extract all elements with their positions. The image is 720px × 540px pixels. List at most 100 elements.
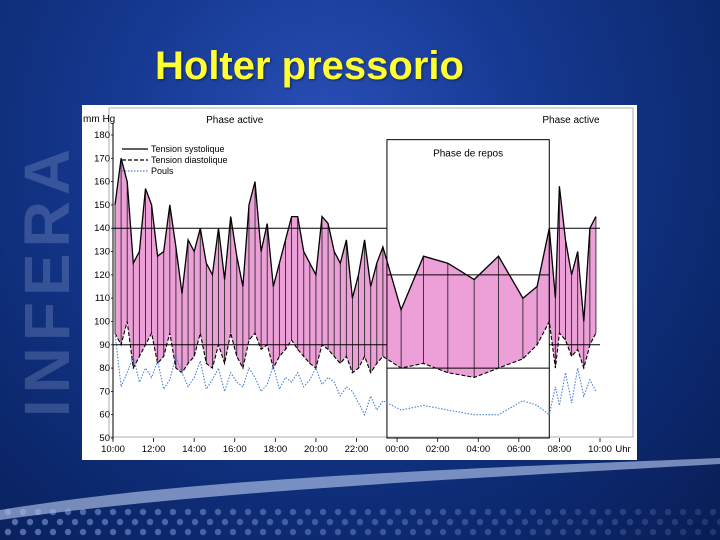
x-tick-label: 18:00 [263,444,287,455]
decorative-dot [409,528,417,536]
decorative-dot [514,528,522,536]
decorative-dot [94,528,102,536]
decorative-dot [41,518,49,526]
decorative-dot [604,508,612,516]
decorative-dot [251,518,259,526]
background-watermark: INFERA [11,142,83,418]
decorative-dot [484,508,492,516]
x-tick-label: 20:00 [304,444,328,455]
x-tick-label: 00:00 [385,444,409,455]
decorative-dot [709,508,717,516]
decorative-dot [394,508,402,516]
decorative-dot [169,508,177,516]
x-tick-label: 22:00 [345,444,369,455]
decorative-dot [236,518,244,526]
decorative-dot [139,528,147,536]
decorative-dot [131,518,139,526]
decorative-dot [544,528,552,536]
decorative-dot [289,528,297,536]
decorative-dot [326,518,334,526]
x-tick-label: 14:00 [182,444,206,455]
y-tick-label: 180 [94,130,110,141]
decorative-dot [184,508,192,516]
decorative-dot [334,508,342,516]
decorative-dot [356,518,364,526]
decorative-dot [64,508,72,516]
series-line-pulse [114,333,597,417]
decorative-dot [244,508,252,516]
decorative-dot [634,528,642,536]
decorative-dot [4,528,12,536]
y-tick-label: 70 [99,386,110,397]
y-tick-label: 90 [99,340,110,351]
decorative-dot [529,528,537,536]
decorative-dot [379,528,387,536]
decorative-dot [611,518,619,526]
decorative-dot [649,528,657,536]
decorative-dot [19,528,27,536]
y-tick-label: 100 [94,316,110,327]
decorative-dot [409,508,417,516]
decorative-dot [266,518,274,526]
holter-chart: Phase active Phase de repos Phase active m… [83,107,634,455]
decorative-dot [671,518,679,526]
y-tick-label: 140 [94,223,110,234]
decorative-dot [34,508,42,516]
decorative-dot [319,528,327,536]
decorative-dot [559,528,567,536]
pressure-band-layer [115,158,596,378]
y-tick-label: 110 [95,293,110,304]
decorative-dot [559,508,567,516]
decorative-dot [664,508,672,516]
decorative-dot [469,528,477,536]
x-tick-label: 08:00 [548,444,572,455]
decorative-dot [116,518,124,526]
decorative-dot [214,508,222,516]
decorative-dot [214,528,222,536]
decorative-dot [499,508,507,516]
legend-entry: Tension diastolique [151,155,228,165]
decorative-dot [176,518,184,526]
series-line-diastolic [114,319,597,378]
decorative-dot [364,528,372,536]
x-tick-label: 06:00 [507,444,531,455]
chart-panel: Phase active Phase de repos Phase active m… [82,105,637,460]
decorative-dot [454,508,462,516]
decorative-dot [79,528,87,536]
legend-entry: Pouls [151,166,174,176]
decorative-dot [191,518,199,526]
decorative-dot [551,518,559,526]
decorative-dot [124,508,132,516]
decorative-dot [49,508,57,516]
decorative-dot [589,528,597,536]
decorative-dot [529,508,537,516]
decorative-dot [679,528,687,536]
decorative-dot [4,508,12,516]
decorative-dot [431,518,439,526]
decorative-dot [694,528,702,536]
phase-label-repos: Phase de repos [433,149,503,160]
legend-entry: Tension systolique [151,144,225,154]
decorative-dot [604,528,612,536]
decorative-dot [469,508,477,516]
decorative-dot [311,518,319,526]
decorative-dot [709,528,717,536]
decorative-dot [716,518,720,526]
decorative-dot [244,528,252,536]
decorative-dot-grid [4,508,720,536]
decorative-dot [476,518,484,526]
decorative-dot [146,518,154,526]
x-tick-label: 10:00 [588,444,612,455]
decorative-dot [19,508,27,516]
y-tick-label: 50 [99,433,110,444]
decorative-dot [169,528,177,536]
decorative-dot [154,508,162,516]
decorative-dot [439,508,447,516]
pressure-band [115,158,596,378]
decorative-dot [664,528,672,536]
decorative-dot [319,508,327,516]
measurement-drop-lines [114,158,597,378]
decorative-dot [596,518,604,526]
decorative-dot [296,518,304,526]
